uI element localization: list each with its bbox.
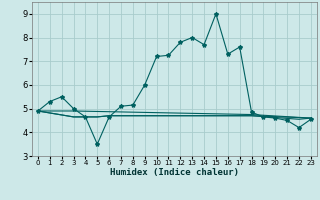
X-axis label: Humidex (Indice chaleur): Humidex (Indice chaleur) bbox=[110, 168, 239, 177]
